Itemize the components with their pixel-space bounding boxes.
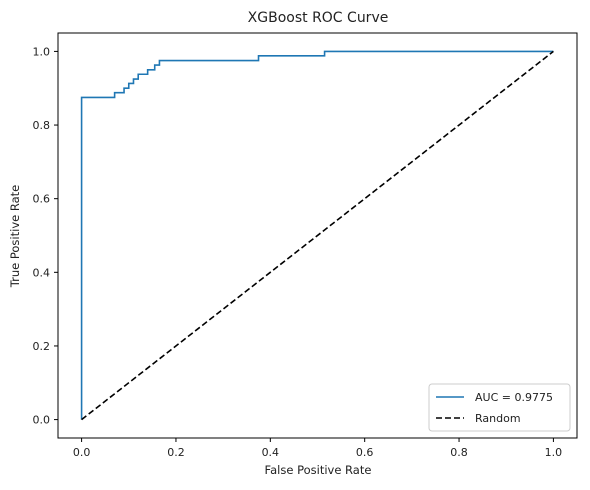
series-line-roc bbox=[80, 50, 554, 420]
legend: AUC = 0.9775 Random bbox=[428, 383, 571, 432]
x-tick-label: 0.0 bbox=[73, 446, 91, 459]
x-tick-label: 0.6 bbox=[356, 446, 374, 459]
x-tick-label: 0.2 bbox=[167, 446, 185, 459]
y-tick-label: 1.0 bbox=[33, 45, 51, 58]
y-tick-label: 0.2 bbox=[33, 340, 51, 353]
legend-label-random: Random bbox=[475, 412, 521, 425]
y-axis-label: True Positive Rate bbox=[8, 185, 22, 288]
y-axis: 0.0 0.2 0.4 0.6 0.8 1.0 bbox=[33, 45, 58, 427]
y-tick-label: 0.4 bbox=[33, 266, 51, 279]
x-tick-label: 0.8 bbox=[450, 446, 468, 459]
plot-frame bbox=[57, 32, 578, 439]
series-line-random bbox=[81, 50, 554, 421]
x-tick-label: 1.0 bbox=[545, 446, 563, 459]
y-tick-label: 0.8 bbox=[33, 119, 51, 132]
x-axis: 0.0 0.2 0.4 0.6 0.8 1.0 bbox=[73, 438, 562, 459]
y-tick-label: 0.6 bbox=[33, 193, 51, 206]
chart-title: XGBoost ROC Curve bbox=[248, 10, 389, 26]
x-tick-label: 0.4 bbox=[262, 446, 280, 459]
legend-label-auc: AUC = 0.9775 bbox=[475, 391, 553, 404]
plot-area bbox=[80, 50, 554, 421]
legend-box bbox=[428, 383, 571, 432]
y-tick-label: 0.0 bbox=[33, 414, 51, 427]
x-axis-label: False Positive Rate bbox=[265, 463, 372, 477]
